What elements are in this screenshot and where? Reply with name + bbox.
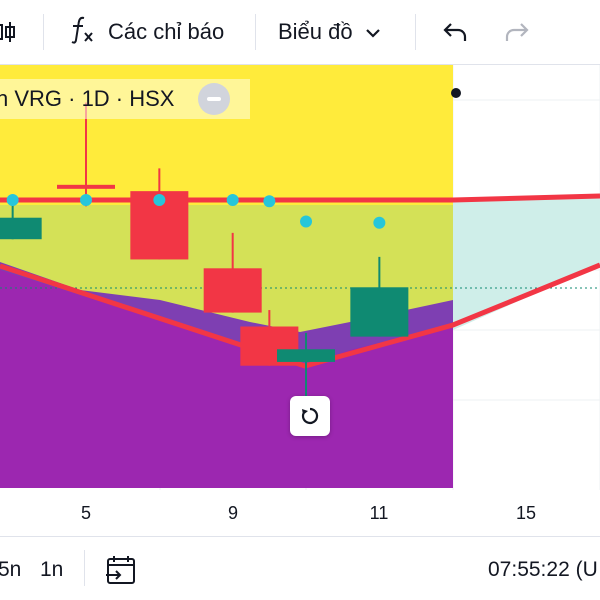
indicator-dot: [80, 194, 92, 206]
indicator-dot: [373, 216, 386, 229]
go-to-date-icon[interactable]: [104, 540, 138, 600]
projection-band: [453, 198, 600, 330]
toolbar-divider: [255, 14, 256, 50]
marker-dot: [451, 88, 461, 98]
indicator-dot: [6, 194, 19, 206]
clock-display[interactable]: 07:55:22 (U: [488, 540, 598, 600]
toolbar-border: [0, 64, 600, 65]
indicator-dot: [153, 194, 166, 206]
chart-pane[interactable]: 5 9 11 15: [0, 65, 600, 535]
toolbar-divider: [43, 14, 44, 50]
x-tick-label: 11: [370, 503, 389, 523]
candle-body: [203, 268, 262, 313]
indicator-dot: [300, 215, 313, 228]
range-5n-label: 5n: [0, 558, 22, 581]
candle-body: [0, 217, 42, 240]
candle-body: [350, 287, 409, 337]
candle-body: [57, 184, 115, 189]
indicator-dot: [226, 194, 239, 206]
symbol-label: n VRG · 1D · HSX: [0, 86, 175, 111]
lower-band: [0, 270, 453, 488]
indicators-label: Các chỉ báo: [108, 19, 225, 44]
candles-icon[interactable]: [0, 0, 18, 64]
range-1n-label: 1n: [40, 558, 64, 581]
bottombar-divider: [84, 550, 85, 586]
redo-icon[interactable]: [504, 0, 532, 64]
collapse-legend-button[interactable]: [198, 83, 231, 115]
reset-icon: [301, 407, 319, 425]
toolbar-divider: [415, 14, 416, 50]
reset-chart-button[interactable]: [290, 396, 330, 436]
range-1n-button[interactable]: 1n: [40, 540, 63, 600]
x-tick-label: 9: [228, 503, 238, 523]
chevron-down-icon: [365, 19, 381, 45]
lower-envelope-line: [0, 262, 600, 369]
chart-type-label: Biểu đồ: [278, 19, 353, 44]
clock-text: 07:55:22 (U: [488, 558, 598, 581]
indicators-button[interactable]: Các chỉ báo: [68, 0, 224, 64]
range-5n-button[interactable]: 5n: [0, 540, 21, 600]
undo-icon[interactable]: [440, 0, 468, 64]
chart-type-button[interactable]: Biểu đồ: [278, 0, 381, 64]
indicator-dot: [263, 195, 276, 208]
price-chart[interactable]: 5 9 11 15: [0, 65, 600, 535]
function-icon: [68, 13, 96, 51]
top-toolbar: Các chỉ báo Biểu đồ: [0, 0, 600, 64]
x-tick-label: 15: [516, 503, 536, 523]
symbol-legend[interactable]: n VRG · 1D · HSX: [0, 79, 251, 119]
bottombar-border: [0, 536, 600, 537]
candle-body: [277, 349, 336, 362]
x-tick-label: 5: [81, 503, 91, 523]
bottom-bar: 5n 1n 07:55:22 (U: [0, 540, 600, 600]
